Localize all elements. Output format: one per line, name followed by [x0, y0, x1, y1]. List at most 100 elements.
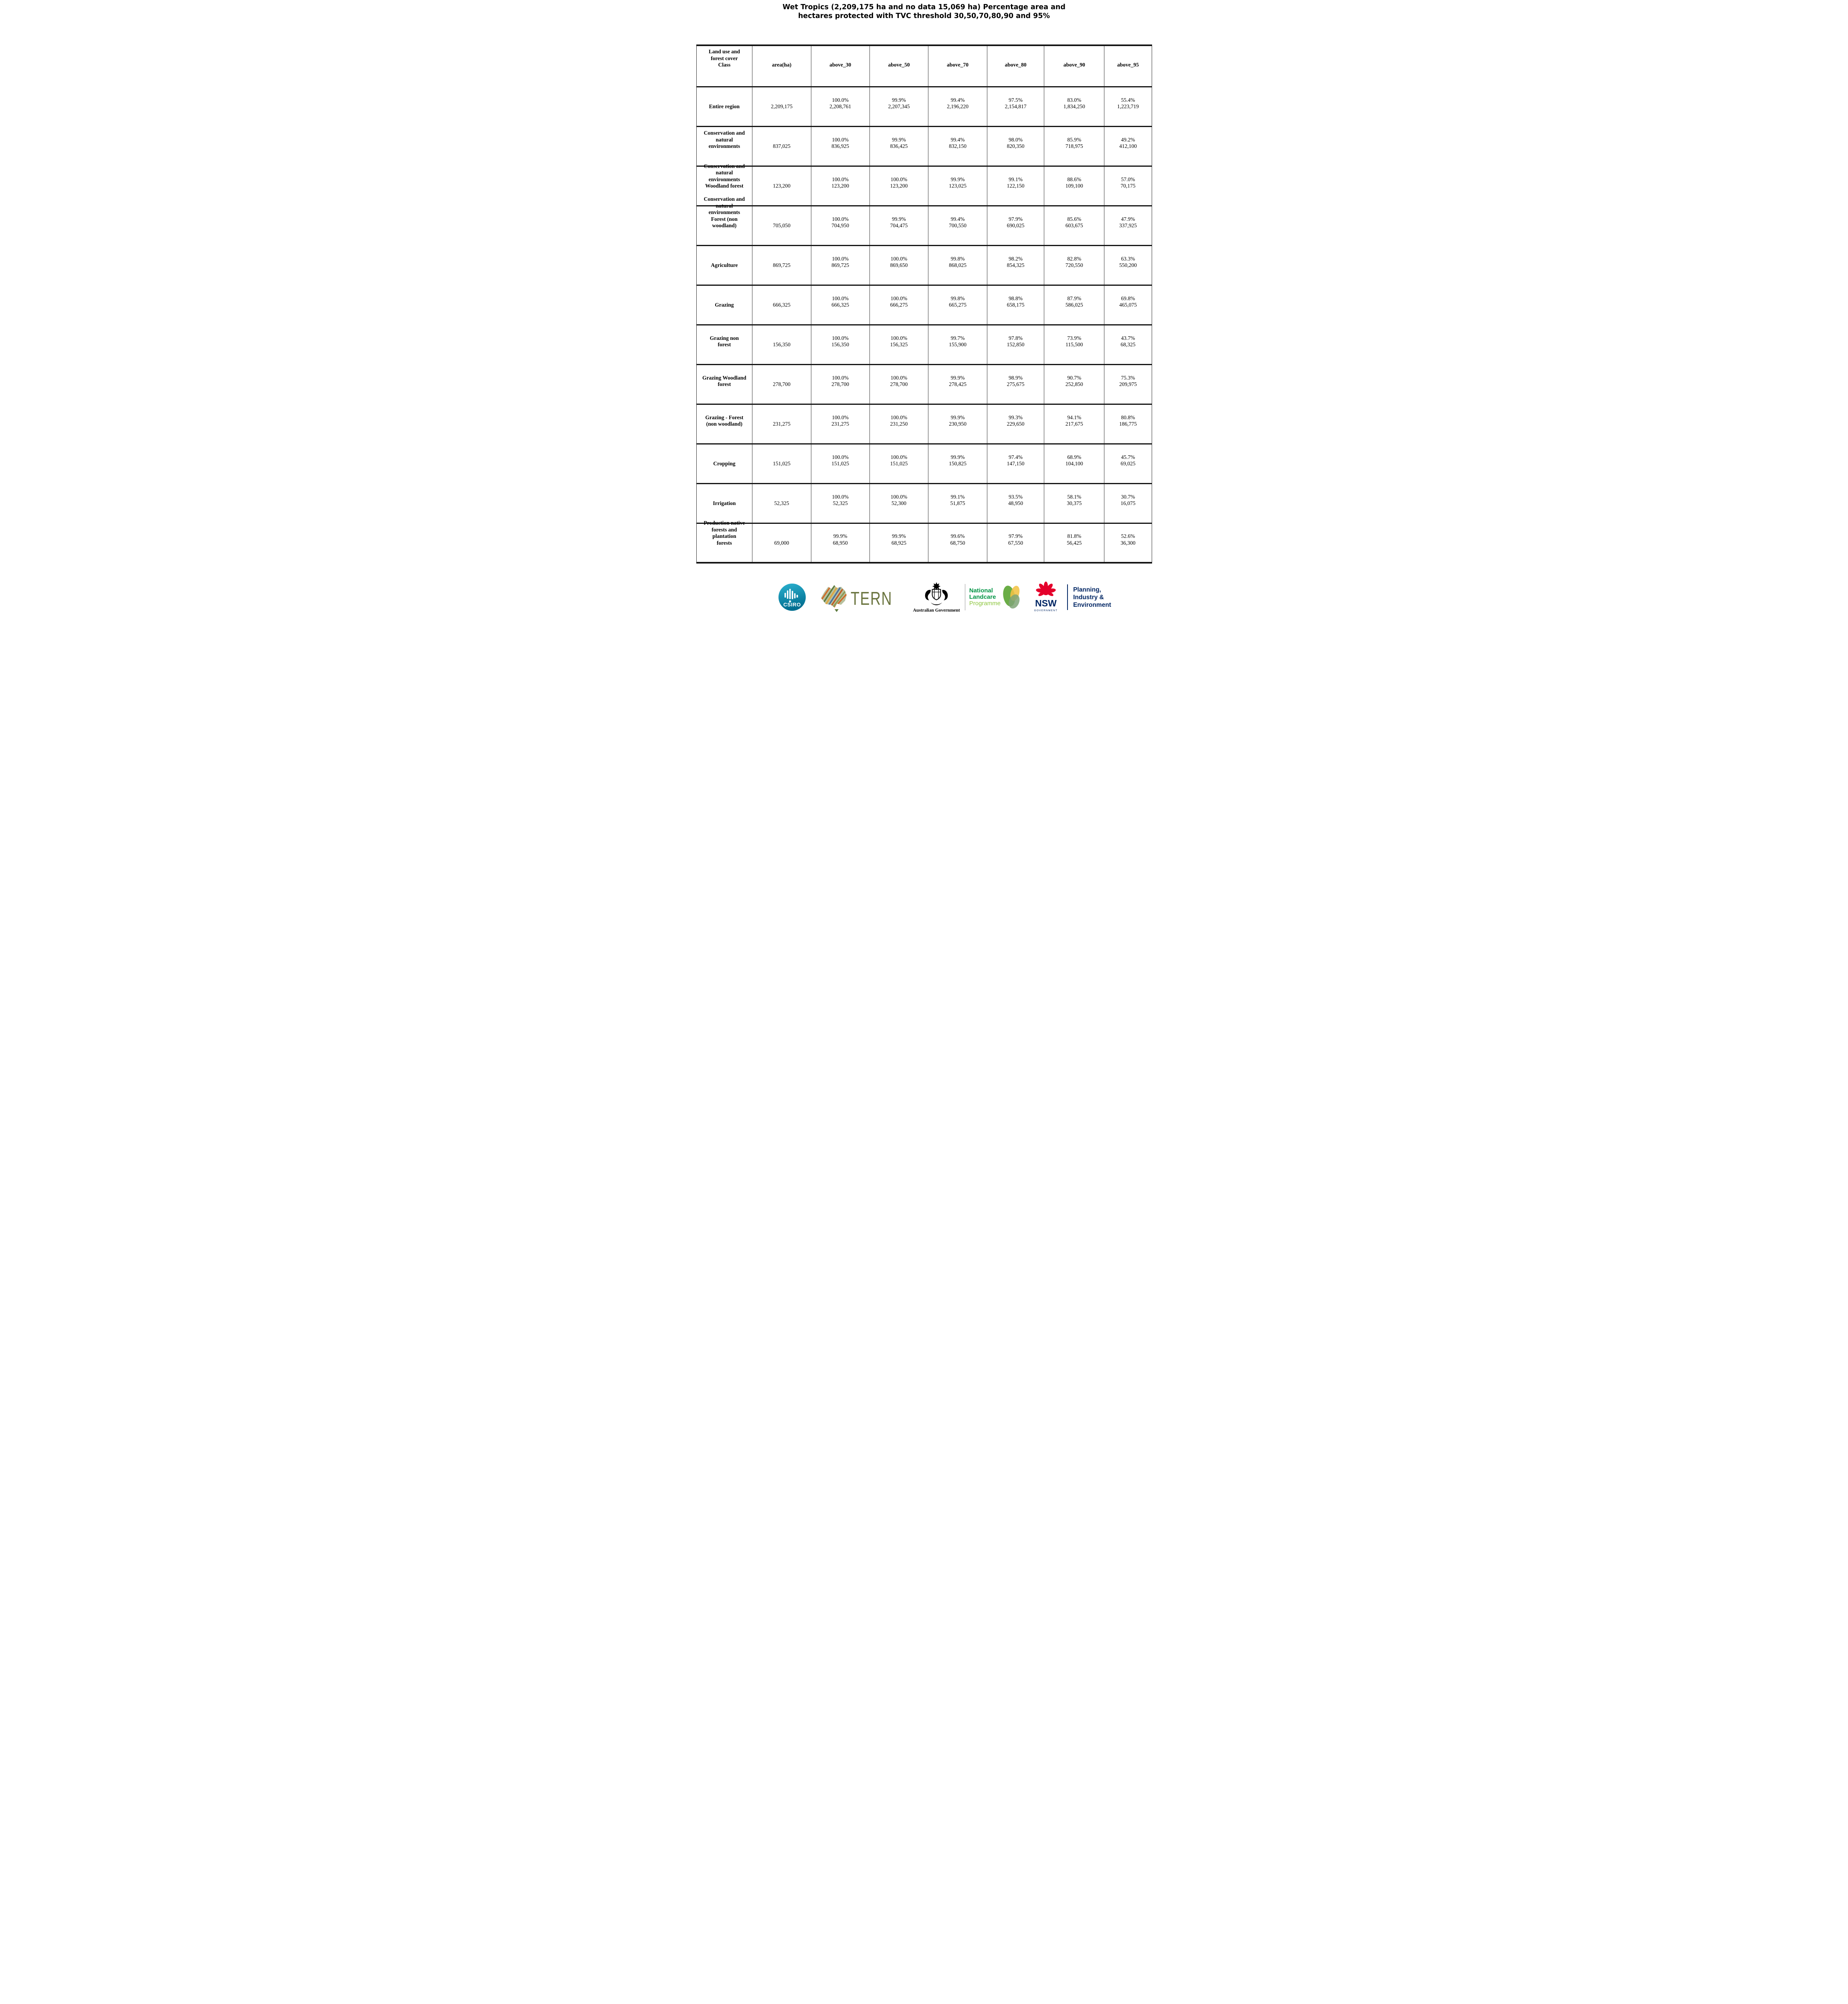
threshold-value: 100.0% 52,325	[832, 493, 849, 507]
threshold-value: 30.7% 16,075	[1120, 493, 1136, 507]
area-value: 151,025	[773, 461, 791, 467]
threshold-value-cell: 99.8% 665,275	[928, 284, 987, 325]
threshold-value-cell: 100.0% 52,300	[869, 483, 928, 523]
threshold-value: 97.5% 2,154,817	[1005, 97, 1027, 110]
threshold-value: 100.0% 123,200	[890, 176, 908, 189]
row-label: Irrigation	[713, 500, 736, 506]
threshold-value-cell: 97.8% 152,850	[987, 324, 1044, 364]
header-cell-class: Land use and forest cover Class	[696, 45, 752, 87]
table-row: Grazing 666,325 100.0% 666,325 100.0% 666,2…	[696, 284, 1152, 325]
tasmania-icon	[834, 609, 839, 612]
row-label-cell: Grazing - Forest (non woodland)	[696, 403, 752, 444]
row-label-cell: Grazing Woodland forest	[696, 364, 752, 404]
threshold-value: 100.0% 666,275	[890, 295, 908, 308]
area-value-cell: 52,325	[752, 483, 811, 523]
threshold-value: 99.7% 155,900	[949, 335, 966, 348]
threshold-value-cell: 94.1% 217,675	[1044, 403, 1104, 444]
area-value-cell: 231,275	[752, 403, 811, 444]
threshold-value-cell: 43.7% 68,325	[1104, 324, 1152, 364]
threshold-value-cell: 98.0% 820,350	[987, 125, 1044, 166]
footer-logos: CSIRO	[778, 581, 1155, 613]
table-row: Conservation and natural environments Fo…	[696, 196, 1152, 245]
header-label-above50: above_50	[888, 62, 910, 68]
threshold-value: 100.0% 151,025	[831, 454, 849, 467]
threshold-value-cell: 99.9% 278,425	[928, 364, 987, 404]
threshold-value: 73.9% 115,500	[1066, 335, 1083, 348]
nsw-government-logo: NSW GOVERNMENT	[1034, 582, 1058, 612]
area-value: 156,350	[773, 341, 791, 347]
threshold-value-cell: 63.3% 550,200	[1104, 244, 1152, 285]
threshold-value: 99.3% 229,650	[1007, 414, 1025, 427]
area-value-cell: 869,725	[752, 244, 811, 285]
nsw-government-label: GOVERNMENT	[1034, 609, 1058, 612]
threshold-value-cell: 99.1% 51,875	[928, 483, 987, 523]
header-label-class: Land use and forest cover Class	[708, 48, 740, 68]
threshold-value: 100.0% 666,325	[831, 295, 849, 308]
row-label: Conservation and natural environments	[704, 130, 745, 149]
row-label-cell: Entire region	[696, 86, 752, 126]
threshold-value: 88.6% 109,100	[1065, 176, 1083, 189]
threshold-value: 98.8% 658,175	[1007, 295, 1025, 308]
csiro-logo: CSIRO	[778, 584, 806, 611]
threshold-value: 100.0% 836,925	[831, 136, 849, 149]
threshold-value: 99.9% 836,425	[890, 136, 908, 149]
threshold-value: 100.0% 231,250	[890, 414, 908, 427]
threshold-value: 99.9% 704,475	[890, 216, 908, 229]
nsw-label: NSW	[1035, 598, 1057, 608]
threshold-value-cell: 100.0% 123,200	[869, 165, 928, 206]
threshold-value-cell: 80.8% 186,775	[1104, 403, 1152, 444]
threshold-value-cell: 73.9% 115,500	[1044, 324, 1104, 364]
tern-label: TERN	[851, 588, 892, 609]
threshold-value: 100.0% 278,700	[831, 374, 849, 388]
threshold-value: 99.6% 68,750	[950, 533, 965, 546]
threshold-value: 80.8% 186,775	[1119, 414, 1137, 427]
threshold-value: 100.0% 151,025	[890, 454, 908, 467]
threshold-value: 99.4% 2,196,220	[947, 97, 969, 110]
threshold-value: 87.9% 586,025	[1065, 295, 1083, 308]
row-label: Agriculture	[711, 262, 738, 268]
threshold-value: 100.0% 52,300	[890, 493, 908, 507]
threshold-value-cell: 99.9% 123,025	[928, 165, 987, 206]
threshold-value: 63.3% 550,200	[1119, 255, 1137, 269]
threshold-value: 99.1% 51,875	[950, 493, 965, 507]
threshold-value: 75.3% 209,975	[1119, 374, 1137, 388]
threshold-value-cell: 100.0% 151,025	[811, 443, 870, 483]
threshold-value-cell: 88.6% 109,100	[1044, 165, 1104, 206]
threshold-value: 97.9% 690,025	[1007, 216, 1025, 229]
threshold-value: 99.4% 700,550	[949, 216, 966, 229]
row-label: Grazing Woodland forest	[702, 374, 746, 388]
area-value: 123,200	[773, 183, 791, 189]
threshold-value-cell: 57.0% 70,175	[1104, 165, 1152, 206]
table-row: Agriculture 869,725 100.0% 869,725 100.0% 8…	[696, 244, 1152, 285]
threshold-value: 57.0% 70,175	[1120, 176, 1136, 189]
page-title: Wet Tropics (2,209,175 ha and no data 15…	[782, 3, 1066, 20]
agency-label-line2: Industry &	[1073, 594, 1104, 601]
australian-government-label: Australian Government	[913, 608, 960, 613]
row-label: Production native forests and plantation…	[704, 520, 745, 546]
threshold-value: 43.7% 68,325	[1120, 335, 1136, 348]
threshold-value-cell: 100.0% 156,325	[869, 324, 928, 364]
threshold-value-cell: 99.9% 704,475	[869, 205, 928, 245]
threshold-value: 82.8% 720,550	[1065, 255, 1083, 269]
area-value-cell: 278,700	[752, 364, 811, 404]
threshold-value: 100.0% 231,275	[831, 414, 849, 427]
header-cell-above50: above_50	[869, 45, 928, 87]
table-row: Grazing Woodland forest 278,700 100.0% 278…	[696, 364, 1152, 404]
area-value: 278,700	[773, 381, 791, 387]
threshold-value-cell: 85.6% 603,675	[1044, 205, 1104, 245]
row-label-cell: Conservation and natural environments	[696, 125, 752, 166]
threshold-value-cell: 47.9% 337,925	[1104, 205, 1152, 245]
australian-coat-of-arms-icon	[925, 582, 948, 605]
threshold-value-cell: 90.7% 252,850	[1044, 364, 1104, 404]
table-row: Grazing - Forest (non woodland) 231,275 10…	[696, 403, 1152, 444]
threshold-value: 55.4% 1,223,719	[1117, 97, 1139, 110]
row-label-cell: Conservation and natural environments Fo…	[696, 196, 752, 245]
header-label-above70: above_70	[947, 62, 969, 68]
table-row: Irrigation 52,325 100.0% 52,325 100.0% 52,3…	[696, 483, 1152, 523]
threshold-value-cell: 98.8% 658,175	[987, 284, 1044, 325]
threshold-value-cell: 100.0% 151,025	[869, 443, 928, 483]
threshold-value-cell: 100.0% 2,208,761	[811, 86, 870, 126]
area-value: 52,325	[774, 500, 789, 506]
threshold-value-cell: 52.6% 36,300	[1104, 522, 1152, 563]
threshold-value: 100.0% 869,725	[831, 255, 849, 269]
